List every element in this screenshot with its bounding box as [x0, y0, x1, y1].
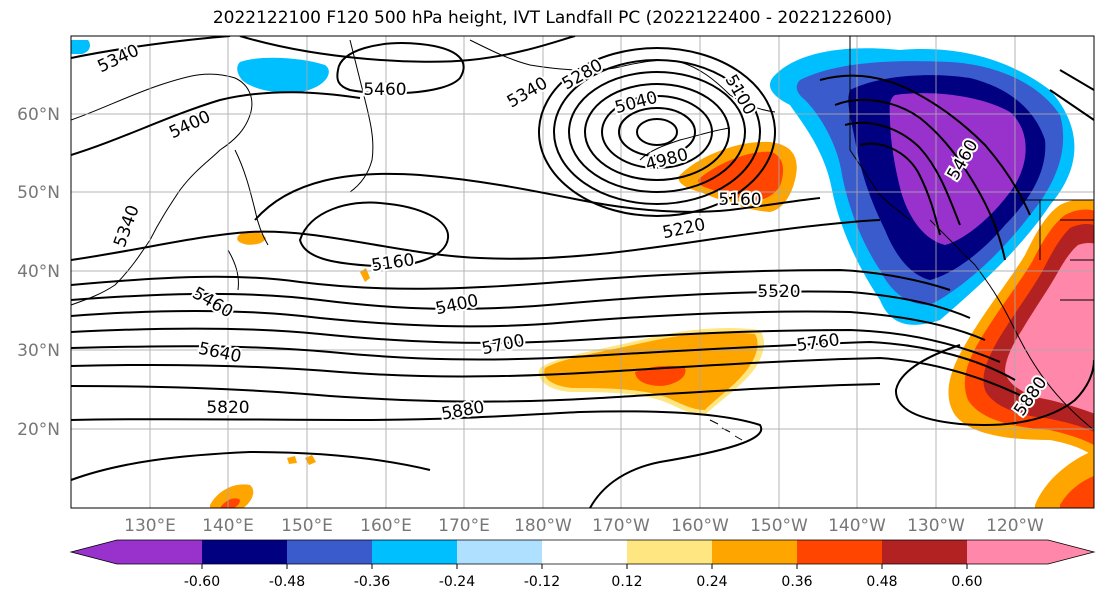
map-frame: [70, 35, 1095, 509]
colorbar-segment-9: [797, 540, 882, 564]
colorbar-segment-10: [882, 540, 967, 564]
colorbar-segment-1: [117, 540, 202, 564]
lon-tick-label: 160°E: [360, 516, 412, 536]
colorbar-tick-label: 0.36: [781, 574, 812, 590]
contour-label: 5520: [757, 282, 800, 302]
colorbar-segment-0: [71, 540, 117, 564]
colorbar-tick-label: -0.48: [269, 574, 305, 590]
lat-tick-label: 30°N: [17, 341, 60, 361]
lon-tick-label: 130°W: [907, 516, 965, 536]
lon-tick-label: 170°W: [592, 516, 650, 536]
contour-label: 5460: [363, 80, 406, 100]
lon-tick-label: 140°E: [202, 516, 254, 536]
lon-tick-label: 150°E: [281, 516, 333, 536]
lon-tick-label: 170°E: [438, 516, 490, 536]
contour-label: 5160: [370, 250, 416, 276]
lon-tick-label: 130°E: [124, 516, 176, 536]
gridlines: [71, 36, 1094, 508]
lon-axis: 130°E 140°E 150°E 160°E 170°E 180°W 170°…: [124, 516, 1044, 536]
lat-axis: 60°N 50°N 40°N 30°N 20°N: [17, 105, 60, 440]
colorbar-tick-label: -0.12: [524, 574, 560, 590]
colorbar-outline: [69, 539, 1096, 565]
colorbar-segment-4: [372, 540, 457, 564]
colorbar-tick-label: -0.24: [439, 574, 475, 590]
colorbar-segment-8: [712, 540, 797, 564]
colorbar: -0.60 -0.48 -0.36 -0.24 -0.12 0.12 0.24 …: [69, 539, 1096, 590]
colorbar-ticks: [201, 564, 968, 569]
lat-tick-label: 50°N: [17, 183, 60, 203]
lon-tick-label: 120°W: [986, 516, 1044, 536]
colorbar-tick-label: 0.60: [951, 574, 982, 590]
lat-tick-label: 60°N: [17, 105, 60, 125]
colorbar-tick-label: 0.48: [866, 574, 897, 590]
lon-tick-label: 160°W: [671, 516, 729, 536]
colorbar-tick-label: 0.12: [611, 574, 642, 590]
lat-tick-label: 40°N: [17, 262, 60, 282]
contour-label: 5160: [718, 190, 761, 210]
colorbar-segment-7: [627, 540, 712, 564]
lat-tick-label: 20°N: [17, 420, 60, 440]
colorbar-segment-6: [542, 540, 627, 564]
colorbar-segment-2: [202, 540, 287, 564]
colorbar-segment-3: [287, 540, 372, 564]
colorbar-tick-label: -0.36: [354, 574, 390, 590]
lon-tick-label: 140°W: [828, 516, 886, 536]
lon-tick-label: 180°W: [514, 516, 572, 536]
colorbar-segment-11: [967, 540, 1048, 564]
colorbar-tick-label: -0.60: [184, 574, 220, 590]
colorbar-extend-right: [1048, 540, 1094, 564]
lon-tick-label: 150°W: [750, 516, 808, 536]
colorbar-tick-label: 0.24: [696, 574, 727, 590]
contour-label: 5820: [206, 398, 249, 418]
map-title: 2022122100 F120 500 hPa height, IVT Land…: [212, 8, 893, 28]
coastlines: [71, 36, 1094, 441]
colorbar-segment-5: [457, 540, 542, 564]
height-contours: [71, 36, 1094, 508]
